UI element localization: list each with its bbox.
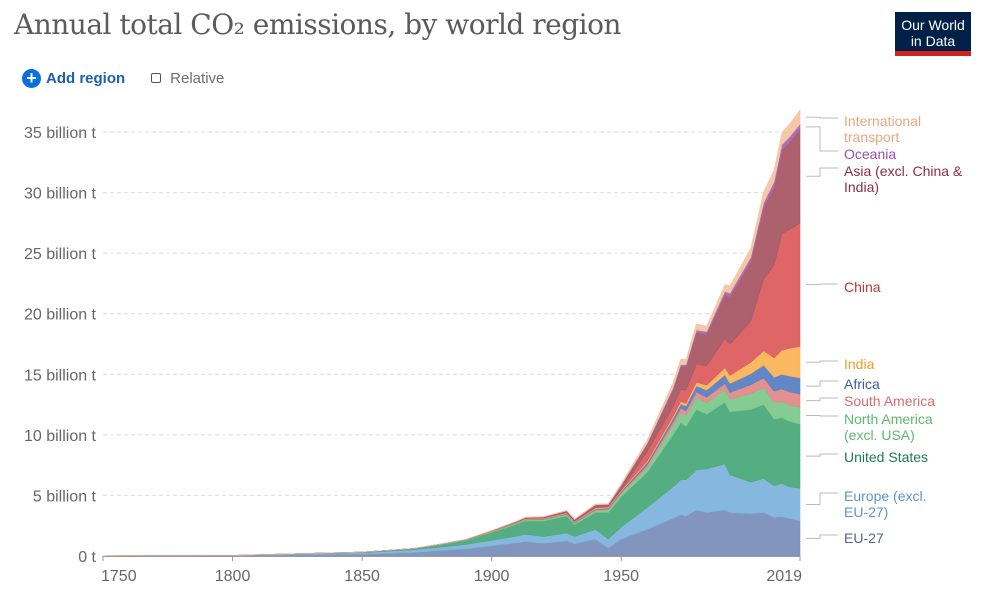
- owid-logo[interactable]: Our World in Data: [895, 12, 971, 56]
- area-series: [102, 109, 801, 557]
- legend-item-oceania[interactable]: Oceania: [806, 126, 896, 162]
- add-region-button[interactable]: + Add region: [22, 68, 126, 88]
- legend-connector: [806, 380, 838, 387]
- x-tick-label: 2019: [766, 568, 802, 585]
- legend-connector: [806, 397, 838, 402]
- legend-item-south-america[interactable]: South America: [806, 393, 935, 409]
- legend-connector: [806, 116, 838, 119]
- legend-item-eu-27[interactable]: EU-27: [806, 530, 884, 546]
- legend-item-united-states[interactable]: United States: [806, 449, 928, 465]
- y-tick-label: 30 billion t: [24, 186, 97, 203]
- chart-controls: + Add region Relative: [22, 66, 224, 90]
- legend-label: Africa: [844, 376, 880, 392]
- legend-label: South America: [844, 393, 935, 409]
- legend-item-china[interactable]: China: [806, 279, 881, 295]
- legend-item-europe-excl-eu-27[interactable]: Europe (excl.EU-27): [806, 488, 926, 520]
- legend-label: Asia (excl. China &: [844, 163, 963, 179]
- legend-label: International: [844, 113, 921, 129]
- add-region-label: Add region: [46, 69, 126, 87]
- y-tick-label: 10 billion t: [24, 428, 97, 445]
- x-tick-label: 1850: [344, 568, 380, 585]
- y-tick-label: 35 billion t: [24, 125, 97, 142]
- legend-connector: [806, 283, 838, 286]
- x-tick-label: 1800: [215, 568, 251, 585]
- axes: 0 t 5 billion t 10 billion t 15 billion t 20…: [24, 125, 802, 585]
- logo-line-1: Our World: [901, 17, 965, 33]
- legend-label: transport: [844, 129, 899, 145]
- legend-connector: [806, 167, 838, 177]
- legend-connector: [806, 453, 838, 457]
- legend-label: United States: [844, 449, 928, 465]
- legend-label: (excl. USA): [844, 427, 915, 443]
- legend-label: India): [844, 179, 879, 195]
- chart-title: Annual total CO₂ emissions, by world reg…: [14, 8, 621, 41]
- area-international-transport[interactable]: [102, 109, 801, 557]
- legend-item-north-america-excl-usa[interactable]: North America(excl. USA): [806, 411, 933, 443]
- legend-item-india[interactable]: India: [806, 356, 875, 372]
- legend-label: Europe (excl.: [844, 488, 926, 504]
- y-tick-label: 5 billion t: [33, 488, 97, 505]
- legend-connector: [806, 492, 838, 505]
- relative-toggle[interactable]: Relative: [151, 70, 224, 87]
- relative-label: Relative: [170, 69, 225, 87]
- legend-connector: [806, 415, 838, 417]
- x-tick-label: 1900: [474, 568, 510, 585]
- legend-item-africa[interactable]: Africa: [806, 376, 880, 392]
- legend-connector: [806, 360, 838, 363]
- legend-label: EU-27): [844, 504, 888, 520]
- legend-label: China: [844, 279, 881, 295]
- logo-line-2: in Data: [910, 33, 956, 49]
- x-tick-label: 1950: [603, 568, 639, 585]
- legend-label: India: [844, 356, 875, 372]
- legend-item-asia-excl-china-india[interactable]: Asia (excl. China &India): [806, 163, 963, 195]
- x-tick-label: 1750: [101, 568, 137, 585]
- y-tick-label: 20 billion t: [24, 307, 97, 324]
- legend-label: Oceania: [844, 146, 896, 162]
- y-tick-label: 25 billion t: [24, 246, 97, 263]
- y-tick-label: 0 t: [78, 549, 96, 566]
- y-tick-label: 15 billion t: [24, 367, 97, 384]
- logo-accent-bar: [895, 51, 971, 56]
- legend-connector: [806, 534, 838, 539]
- relative-checkbox[interactable]: [151, 73, 162, 83]
- legend-label: EU-27: [844, 530, 884, 546]
- plus-circle-icon: +: [22, 68, 41, 88]
- legend-connector: [806, 126, 838, 152]
- legend-label: North America: [844, 411, 933, 427]
